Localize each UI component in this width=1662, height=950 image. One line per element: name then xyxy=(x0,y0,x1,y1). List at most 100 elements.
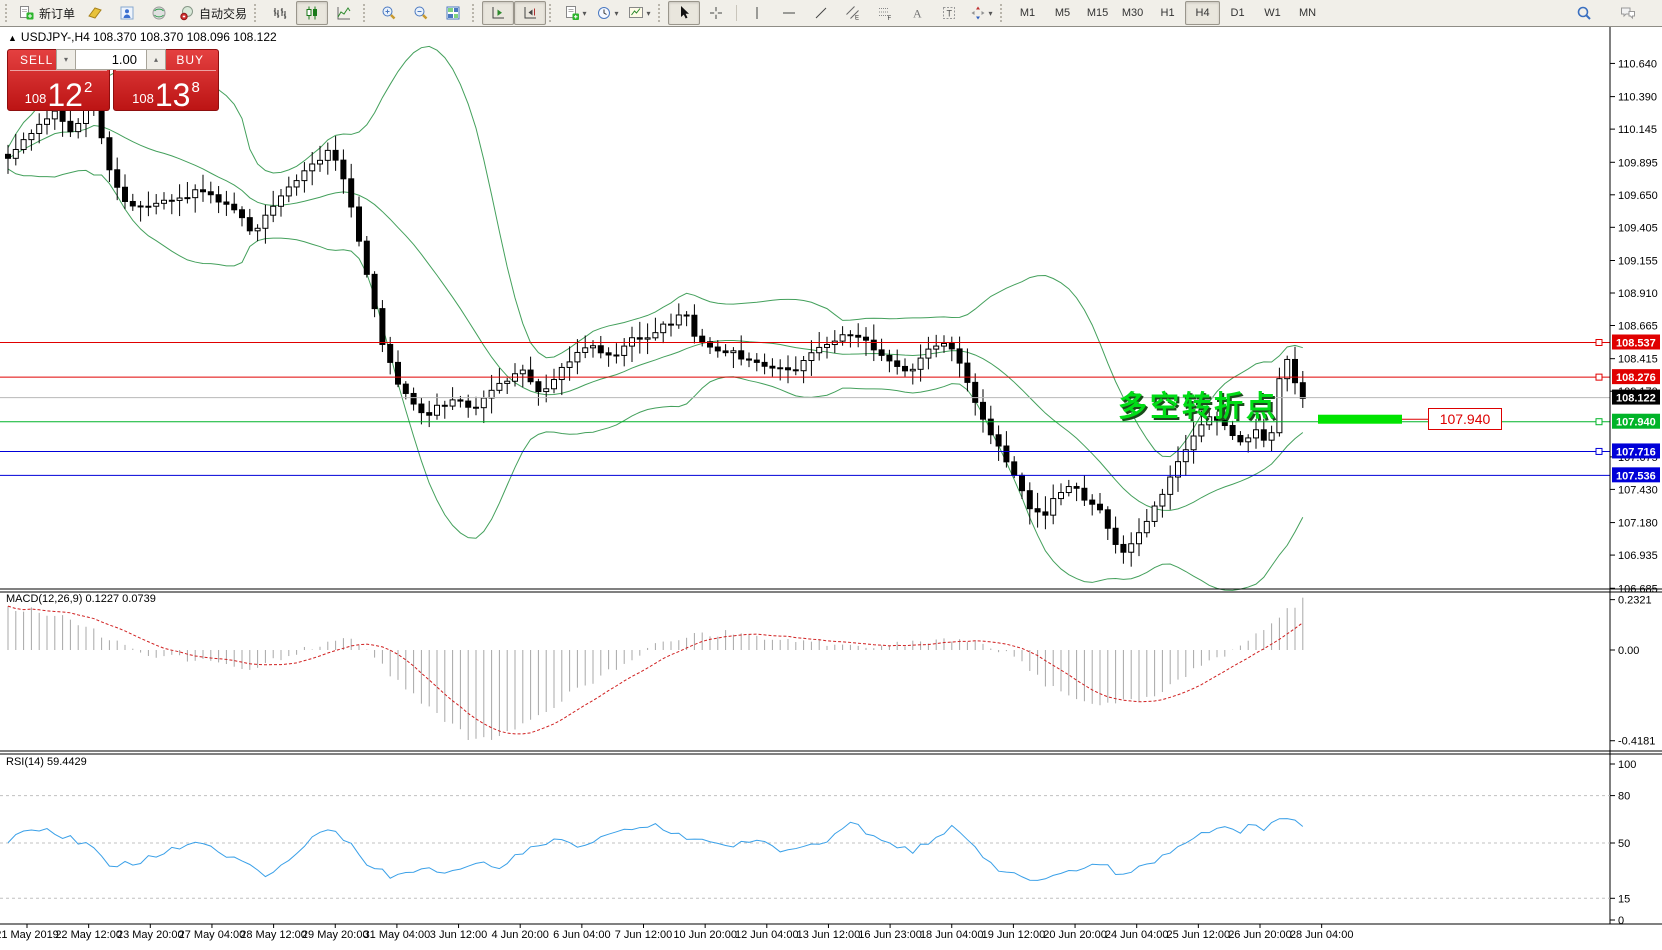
candle xyxy=(1042,511,1049,516)
time-tick[interactable]: 23 May 20:00 xyxy=(117,929,184,941)
bar-chart-button[interactable] xyxy=(264,1,296,25)
time-tick[interactable]: 28 May 12:00 xyxy=(240,929,307,941)
auto-trading-button[interactable]: 自动交易 xyxy=(175,1,251,25)
dropdown-arrow-icon[interactable]: ▾ xyxy=(988,8,993,18)
time-tick[interactable]: 3 Jun 12:00 xyxy=(430,929,488,941)
dropdown-arrow-icon[interactable]: ▾ xyxy=(582,8,587,18)
timeframe-h4[interactable]: H4 xyxy=(1185,1,1221,25)
highlight-rectangle[interactable] xyxy=(1318,414,1402,424)
dropdown-arrow-icon[interactable]: ▾ xyxy=(646,8,651,18)
hline-handle[interactable] xyxy=(1595,418,1603,426)
hline-handle[interactable] xyxy=(1595,338,1603,346)
timeframe-mn[interactable]: MN xyxy=(1298,7,1317,19)
market-watch-button[interactable] xyxy=(111,1,143,25)
time-tick[interactable]: 12 Jun 04:00 xyxy=(735,929,799,941)
candle xyxy=(418,403,425,414)
dropdown-arrow-icon[interactable]: ▾ xyxy=(614,8,619,18)
candle xyxy=(371,273,378,310)
chart-shift-button[interactable] xyxy=(514,1,547,25)
toolbar-grip xyxy=(5,4,11,22)
time-tick[interactable]: 13 Jun 12:00 xyxy=(797,929,861,941)
zoom-in-button[interactable] xyxy=(373,1,405,25)
time-tick[interactable]: 16 Jun 23:00 xyxy=(858,929,922,941)
chat-button[interactable] xyxy=(1612,1,1644,25)
time-tick[interactable]: 6 Jun 04:00 xyxy=(553,929,611,941)
hline-handle[interactable] xyxy=(1595,447,1603,455)
time-tick[interactable]: 28 Jun 04:00 xyxy=(1290,929,1354,941)
hline-handle[interactable] xyxy=(1595,373,1603,381)
timeframe-h1[interactable]: H1 xyxy=(1160,7,1175,19)
candle xyxy=(527,369,534,383)
chart-canvas[interactable]: 110.640 110.390 110.145 109.895 109.650 109.4… xyxy=(0,27,1662,950)
periods-button[interactable]: ▾ xyxy=(591,1,623,25)
crosshair-button[interactable] xyxy=(700,1,732,25)
volume-decrease-button[interactable]: ▾ xyxy=(56,49,76,70)
navigator-button[interactable] xyxy=(143,1,175,25)
tile-windows-button[interactable] xyxy=(437,1,469,25)
timeframe-m15[interactable]: M15 xyxy=(1086,7,1109,19)
sell-button[interactable]: SELL xyxy=(20,53,54,67)
time-tick[interactable]: 29 May 20:00 xyxy=(302,929,369,941)
bars-icon xyxy=(273,8,287,19)
shift-icon xyxy=(524,7,537,19)
trendline-button[interactable] xyxy=(805,1,837,25)
candle xyxy=(1112,527,1119,545)
time-tick[interactable]: 21 May 2019 xyxy=(0,929,59,941)
time-tick[interactable]: 20 Jun 20:00 xyxy=(1043,929,1107,941)
candle xyxy=(161,199,167,204)
time-tick[interactable]: 25 Jun 12:00 xyxy=(1167,929,1231,941)
text-button[interactable]: A xyxy=(901,1,933,25)
time-tick[interactable]: 24 Jun 04:00 xyxy=(1105,929,1169,941)
buy-button[interactable]: BUY xyxy=(176,53,204,67)
time-tick[interactable]: 26 Jun 20:00 xyxy=(1228,929,1292,941)
price-tick: 110.640 xyxy=(1618,58,1657,70)
collapse-arrow-icon[interactable]: ▲ xyxy=(8,33,17,43)
time-tick[interactable]: 18 Jun 04:00 xyxy=(920,929,984,941)
equidistant-channel-button[interactable]: E xyxy=(837,1,869,25)
time-tick[interactable]: 10 Jun 20:00 xyxy=(673,929,737,941)
timeframe-m1[interactable]: M1 xyxy=(1019,7,1036,19)
svg-text:E: E xyxy=(855,16,859,22)
candlestick-chart-button[interactable] xyxy=(296,1,329,25)
candle xyxy=(1019,474,1025,492)
candle xyxy=(153,202,160,207)
horizontal-line-button[interactable] xyxy=(773,1,805,25)
time-tick[interactable]: 22 May 12:00 xyxy=(55,929,122,941)
annotation-text[interactable]: 多空转折点 xyxy=(1118,391,1279,423)
timeframe-m30[interactable]: M30 xyxy=(1121,7,1144,19)
cursor-icon xyxy=(681,6,690,19)
zoom-out-button[interactable] xyxy=(405,1,437,25)
text-label-button[interactable]: T xyxy=(933,1,965,25)
price-list-button[interactable] xyxy=(79,1,111,25)
candle xyxy=(1260,429,1267,441)
line-chart-button[interactable] xyxy=(328,1,360,25)
timeframe-d1[interactable]: D1 xyxy=(1230,7,1245,19)
volume-increase-button[interactable]: ▴ xyxy=(146,49,166,70)
candle xyxy=(761,361,768,367)
buy-panel[interactable]: BUY 108 13 8 xyxy=(113,49,219,111)
auto-scroll-button[interactable] xyxy=(482,1,515,25)
time-tick[interactable]: 7 Jun 12:00 xyxy=(615,929,673,941)
time-tick[interactable]: 19 Jun 12:00 xyxy=(982,929,1046,941)
candle xyxy=(629,337,635,347)
candle xyxy=(980,401,986,420)
new-order-button[interactable]: 新订单 xyxy=(15,1,79,25)
cursor-button[interactable] xyxy=(668,1,701,25)
time-tick[interactable]: 4 Jun 20:00 xyxy=(491,929,549,941)
time-tick[interactable]: 27 May 04:00 xyxy=(179,929,246,941)
vertical-line-button[interactable] xyxy=(741,1,773,25)
candle xyxy=(582,347,589,353)
timeframe-m5[interactable]: M5 xyxy=(1054,7,1071,19)
time-tick[interactable]: 31 May 04:00 xyxy=(364,929,431,941)
arrows-button[interactable]: ▾ xyxy=(965,1,997,25)
indicators-button[interactable]: ▾ xyxy=(559,1,591,25)
candle xyxy=(956,348,963,364)
search-button[interactable] xyxy=(1568,1,1600,25)
price-callout-label[interactable]: 107.940 xyxy=(1428,408,1502,430)
fibonacci-button[interactable]: F xyxy=(869,1,901,25)
volume-input[interactable] xyxy=(76,49,146,70)
chart-window: 110.640 110.390 110.145 109.895 109.650 109.4… xyxy=(0,27,1662,950)
candle xyxy=(597,345,604,354)
templates-button[interactable]: ▾ xyxy=(623,1,655,25)
timeframe-w1[interactable]: W1 xyxy=(1264,7,1281,19)
